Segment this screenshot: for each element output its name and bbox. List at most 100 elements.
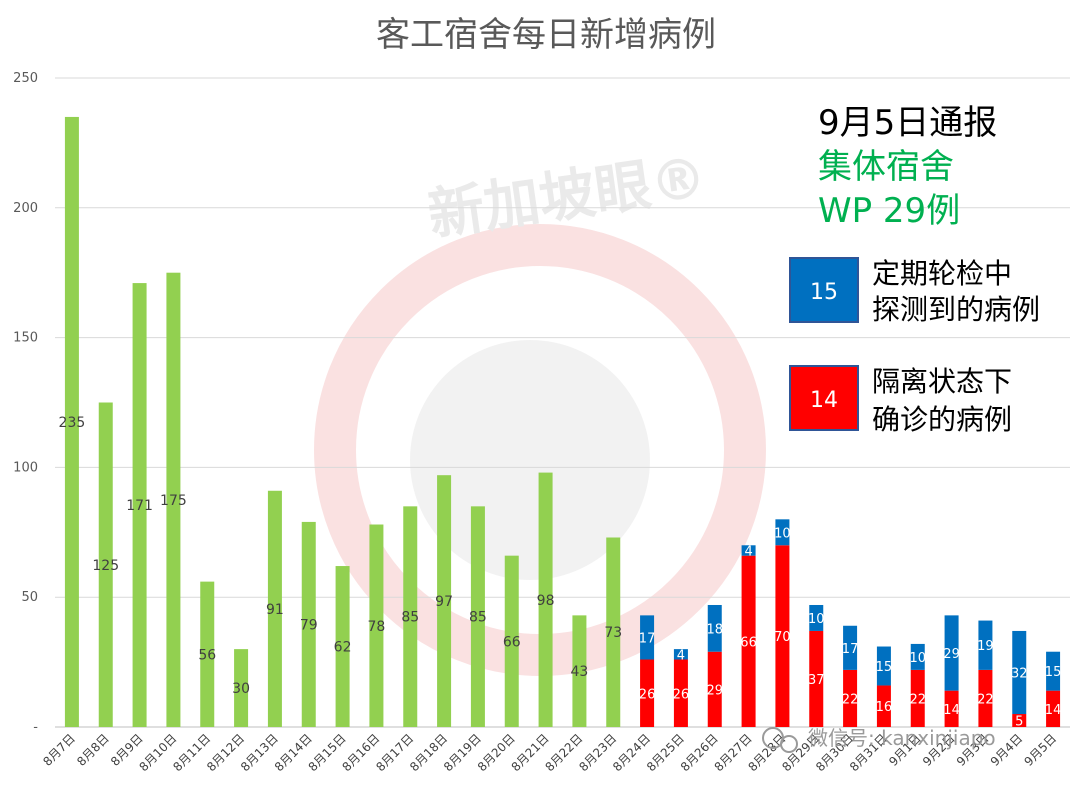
data-label: 235	[59, 415, 86, 431]
data-label: 43	[571, 664, 589, 680]
bar-blue	[775, 519, 790, 546]
bar-green	[470, 506, 485, 727]
data-label: 30	[232, 681, 250, 697]
data-label: 175	[160, 493, 187, 509]
data-label: 22	[842, 692, 859, 707]
data-label: 125	[92, 558, 119, 574]
bar-blue	[809, 604, 824, 631]
bar-red	[843, 669, 858, 727]
data-label: 5	[1015, 715, 1023, 730]
legend-value-red: 14	[810, 388, 838, 413]
data-label: 78	[368, 619, 386, 635]
data-label: 37	[808, 673, 825, 688]
bar-green	[301, 521, 316, 727]
data-label: 66	[503, 634, 521, 650]
data-label: 17	[842, 642, 859, 657]
bar-green	[572, 615, 587, 727]
bar-red	[809, 630, 824, 727]
bar-red	[1046, 690, 1061, 727]
data-label: 29	[943, 647, 960, 662]
bar-red	[640, 659, 655, 727]
bar-blue	[1046, 651, 1061, 691]
bar-green	[369, 524, 384, 727]
data-label: 16	[876, 700, 893, 715]
wechat-id: 微信号: kanxinjiapo	[808, 726, 996, 750]
y-axis: - 50 100 150 200 250	[13, 71, 38, 735]
data-label: 79	[300, 617, 318, 633]
data-label: 73	[604, 625, 622, 641]
bar-blue	[978, 620, 993, 670]
bar-red	[741, 555, 756, 727]
bar-blue	[673, 649, 688, 660]
y-tick-label: 200	[13, 201, 38, 216]
wechat-watermark: 微信号: kanxinjiapo	[762, 726, 996, 753]
bar-red	[775, 545, 790, 727]
bar-blue	[910, 643, 925, 670]
data-label: 29	[706, 683, 723, 698]
bar-green	[132, 283, 147, 727]
bar-green	[606, 537, 621, 727]
bar-green	[64, 116, 79, 727]
data-label: 66	[740, 635, 757, 650]
x-tick-label: 8月7日	[40, 731, 78, 769]
y-tick-label: 50	[21, 590, 38, 605]
bar-green	[437, 475, 452, 727]
data-label: 22	[909, 692, 926, 707]
bar-blue	[944, 615, 959, 691]
data-label: 18	[706, 622, 723, 637]
legend-label-blue-1: 定期轮检中	[872, 257, 1012, 290]
bar-red	[978, 669, 993, 727]
annotation-total: WP 29例	[818, 191, 960, 231]
data-label: 10	[909, 651, 926, 666]
legend-swatch-blue	[789, 257, 859, 323]
chart-title: 客工宿舍每日新增病例	[376, 15, 716, 55]
legend-item-red: 14 隔离状态下 确诊的病例	[789, 365, 1012, 436]
data-label: 22	[977, 692, 994, 707]
data-label: 10	[808, 612, 825, 627]
x-tick-label: 8月8日	[74, 731, 112, 769]
bar-blue	[843, 625, 858, 670]
bar-red	[876, 685, 891, 727]
data-label: 14	[943, 703, 960, 718]
data-label: 14	[1045, 703, 1062, 718]
data-label: 15	[876, 660, 893, 675]
bar-green	[267, 490, 282, 727]
data-label: 171	[126, 498, 153, 514]
bar-green	[403, 506, 418, 727]
legend-label-red-1: 隔离状态下	[872, 365, 1012, 398]
gridlines	[55, 77, 1070, 728]
data-label: 26	[639, 687, 656, 702]
data-label: 70	[774, 630, 791, 645]
bar-blue	[741, 545, 756, 556]
data-label: 91	[266, 602, 284, 618]
legend-value-blue: 15	[810, 280, 838, 305]
bar-blue	[640, 615, 655, 660]
data-label: 98	[537, 593, 555, 609]
bar-blue	[1012, 630, 1027, 715]
y-tick-label: 250	[13, 71, 38, 86]
bar-red	[910, 669, 925, 727]
data-label: 26	[673, 687, 690, 702]
bar-red	[707, 651, 722, 727]
data-label: 32	[1011, 666, 1028, 681]
bar-blue	[707, 604, 722, 652]
data-label: 10	[774, 526, 791, 541]
bar-red	[944, 690, 959, 727]
legend-label-red-2: 确诊的病例	[872, 403, 1012, 436]
bar-red	[1012, 714, 1027, 727]
legend-item-blue: 15 定期轮检中 探测到的病例	[789, 257, 1040, 326]
data-label: 15	[1045, 665, 1062, 680]
bar-green	[234, 649, 249, 727]
legend-label-blue-2: 探测到的病例	[872, 293, 1040, 326]
legend-swatch-red	[789, 365, 859, 431]
y-tick-label: 100	[13, 460, 38, 475]
y-tick-label: 150	[13, 331, 38, 346]
data-label: 56	[198, 647, 216, 663]
y-tick-label: -	[33, 720, 38, 735]
bar-green	[335, 566, 350, 727]
bar-green	[504, 555, 519, 727]
data-label: 97	[435, 594, 453, 610]
bar-green	[200, 581, 215, 727]
